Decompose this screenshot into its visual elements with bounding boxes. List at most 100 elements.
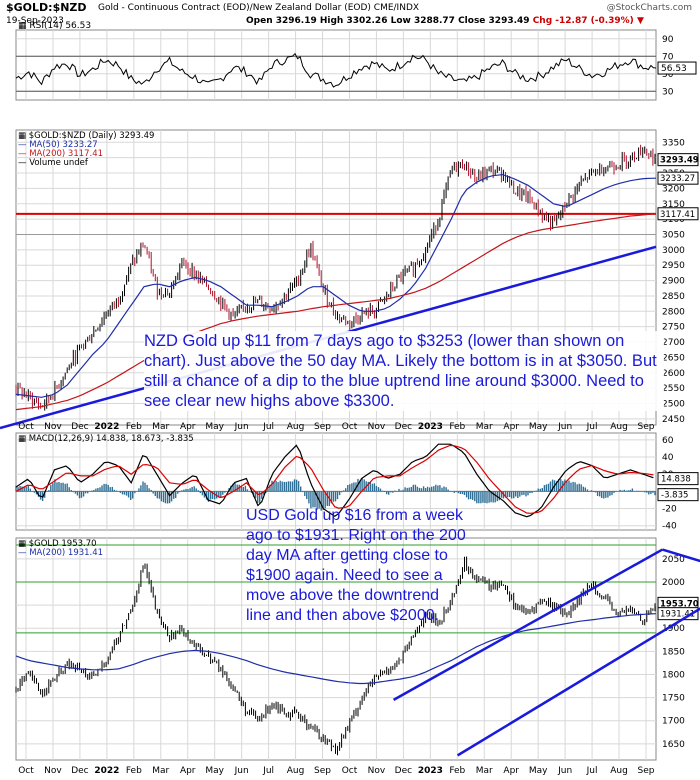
chart-header: $GOLD:$NZD Gold - Continuous Contract (E… xyxy=(0,0,700,28)
date-label: 19-Sep-2023 xyxy=(6,16,64,26)
x-tick-label: Feb xyxy=(449,422,465,432)
x-tick-label: Dec xyxy=(71,422,88,432)
x-tick-label: Sep xyxy=(314,422,331,432)
y-tick-label: 2950 xyxy=(662,261,685,271)
ma-line-1 xyxy=(15,173,657,398)
x-tick-label: 2022 xyxy=(94,766,119,776)
y-tick-label: 3200 xyxy=(662,184,685,194)
x-tick-label: Aug xyxy=(287,422,305,432)
y-tick-label: 60 xyxy=(662,436,674,446)
x-tick-label: Apr xyxy=(503,422,519,432)
x-tick-label: Oct xyxy=(342,766,358,776)
x-tick-label: Sep xyxy=(638,766,655,776)
y-tick-label: 3050 xyxy=(662,230,685,240)
y-tick-label: 2850 xyxy=(662,292,685,302)
ohlc-readout: Open 3296.19 High 3302.26 Low 3288.77 Cl… xyxy=(246,16,644,26)
y-tick-label: 2050 xyxy=(662,555,685,565)
x-tick-label: Jun xyxy=(557,766,572,776)
y-tick-label: 1800 xyxy=(662,670,685,680)
macd-line xyxy=(15,443,654,518)
x-tick-label: Dec xyxy=(395,422,412,432)
value-box xyxy=(657,207,699,221)
panel-frame-0 xyxy=(15,29,657,101)
value-box-label: 3233.27 xyxy=(660,174,695,184)
y-tick-label: 1750 xyxy=(662,694,685,704)
x-tick-label: Nov xyxy=(44,422,62,432)
y-tick-label: 3350 xyxy=(662,138,685,148)
legend-item: — Volume undef xyxy=(18,158,89,168)
x-tick-label: Jul xyxy=(262,422,274,432)
x-tick-label: Dec xyxy=(71,766,88,776)
signal-line xyxy=(15,444,654,514)
macd-value-box xyxy=(657,472,699,486)
panel-frame-2 xyxy=(15,432,657,531)
change-value: Chg -12.87 (-0.39%) xyxy=(532,16,634,26)
legend-item: ▦ $GOLD:$NZD (Daily) 3293.49 xyxy=(18,131,154,141)
x-tick-label: Apr xyxy=(180,422,196,432)
x-tick-label: Dec xyxy=(395,766,412,776)
x-tick-label: May xyxy=(205,422,224,432)
rsi-line xyxy=(15,52,657,88)
y-tick-label: 2600 xyxy=(662,369,685,379)
x-tick-label: Mar xyxy=(476,766,493,776)
value-box-label: 1953.70 xyxy=(660,599,699,609)
y-tick-label: 90 xyxy=(662,35,674,45)
x-tick-label: Sep xyxy=(314,766,331,776)
y-tick-label: 3000 xyxy=(662,246,685,256)
y-tick-label: 40 xyxy=(662,453,674,463)
value-box-label: 1931.41 xyxy=(660,610,695,620)
y-tick-label: 50 xyxy=(662,70,674,80)
channel-line-0 xyxy=(392,548,664,701)
value-box-label: 3293.49 xyxy=(660,156,699,166)
rsi-legend: ▦ RSI(14) 56.53 xyxy=(18,21,91,31)
x-tick-label: Jun xyxy=(234,422,249,432)
macd-value-label: 14.838 xyxy=(661,475,691,485)
y-tick-label: 30 xyxy=(662,87,674,97)
x-tick-label: 2023 xyxy=(418,766,443,776)
value-box-label: 3117.41 xyxy=(660,210,695,220)
y-tick-label: 2450 xyxy=(662,415,685,425)
legend-item: — MA(200) 3117.41 xyxy=(18,149,103,159)
x-tick-label: Sep xyxy=(638,422,655,432)
y-tick-label: 2550 xyxy=(662,384,685,394)
panel-frame-3 xyxy=(15,537,657,761)
value-box xyxy=(657,171,699,185)
y-tick-label: 1650 xyxy=(662,740,685,750)
rsi-value-label: 56.53 xyxy=(661,64,687,74)
x-tick-label: Nov xyxy=(368,766,386,776)
x-tick-label: Oct xyxy=(342,422,358,432)
x-tick-label: Feb xyxy=(126,422,142,432)
x-tick-label: Mar xyxy=(476,422,493,432)
y-tick-label: 2500 xyxy=(662,399,685,409)
x-tick-label: Jul xyxy=(586,422,598,432)
brand-watermark: @StockCharts.com xyxy=(606,3,692,13)
x-tick-label: Feb xyxy=(449,766,465,776)
x-tick-label: Mar xyxy=(152,422,169,432)
ma-line-2 xyxy=(15,213,657,411)
x-tick-label: Oct xyxy=(18,422,34,432)
ma-line-1 xyxy=(15,613,657,685)
symbol-label: $GOLD:$NZD xyxy=(6,1,87,14)
legend-item: — MA(200) 1931.41 xyxy=(18,548,103,558)
x-tick-label: Aug xyxy=(610,422,628,432)
channel-line-1 xyxy=(456,607,700,757)
x-tick-label: Jun xyxy=(234,766,249,776)
instrument-name: Gold - Continuous Contract (EOD)/New Zea… xyxy=(98,3,420,13)
ohlc-values: Open 3296.19 High 3302.26 Low 3288.77 Cl… xyxy=(246,16,530,26)
x-tick-label: 2023 xyxy=(418,422,443,432)
x-tick-label: Mar xyxy=(152,766,169,776)
rsi-value-box xyxy=(657,61,697,75)
x-tick-label: Nov xyxy=(368,422,386,432)
y-tick-label: 1850 xyxy=(662,647,685,657)
channel-line-2 xyxy=(662,548,700,563)
x-tick-label: May xyxy=(529,422,548,432)
macd-legend: ▦ MACD(12,26,9) 14.838, 18.673, -3.835 xyxy=(18,434,194,444)
y-tick-label: 2750 xyxy=(662,323,685,333)
value-box xyxy=(657,153,699,167)
y-tick-label: 1900 xyxy=(662,624,685,634)
down-arrow-icon: ▼ xyxy=(636,16,644,26)
x-tick-label: Jul xyxy=(262,766,274,776)
x-tick-label: Jun xyxy=(557,422,572,432)
y-tick-label: -40 xyxy=(662,522,677,532)
x-tick-label: Aug xyxy=(610,766,628,776)
